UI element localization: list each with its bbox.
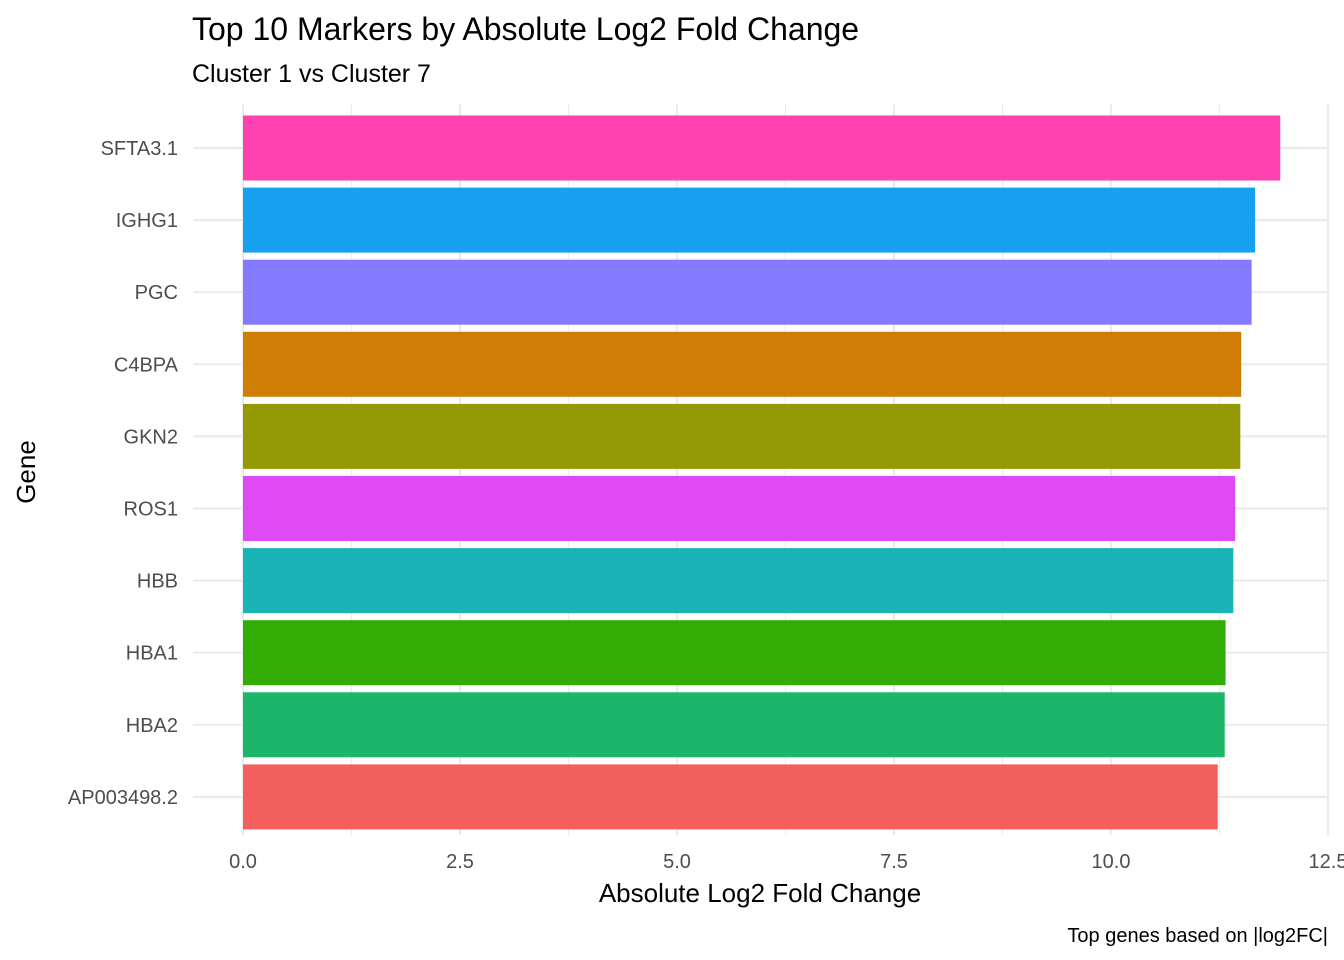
x-axis-title: Absolute Log2 Fold Change xyxy=(599,878,921,908)
y-tick-label: HBA2 xyxy=(126,715,178,737)
y-tick-label: HBB xyxy=(137,571,178,593)
bar-c4bpa xyxy=(243,331,1242,397)
x-tick-label: 12.5 xyxy=(1309,851,1344,873)
y-tick-label: AP003498.2 xyxy=(68,787,178,809)
x-tick-label: 10.0 xyxy=(1092,851,1131,873)
y-tick-label: PGC xyxy=(135,282,178,304)
x-tick-label: 5.0 xyxy=(663,851,691,873)
x-axis-tick-labels: 0.0 2.5 5.0 7.5 10.0 12.5 xyxy=(229,851,1344,873)
y-tick-label: HBA1 xyxy=(126,643,178,665)
bar-hba2 xyxy=(243,692,1225,758)
bar-ros1 xyxy=(243,476,1236,541)
y-axis-title: Gene xyxy=(11,440,41,504)
x-tick-label: 2.5 xyxy=(446,851,474,873)
x-tick-label: 7.5 xyxy=(880,851,908,873)
bar-pgc xyxy=(243,259,1252,325)
bar-ap003498-2 xyxy=(243,764,1218,830)
bar-gkn2 xyxy=(243,403,1241,469)
chart-title: Top 10 Markers by Absolute Log2 Fold Cha… xyxy=(192,11,859,47)
plot-bars xyxy=(243,115,1281,830)
y-tick-label: GKN2 xyxy=(124,426,178,448)
y-tick-label: IGHG1 xyxy=(116,210,178,232)
bar-sfta3-1 xyxy=(243,115,1281,181)
y-axis-tick-labels: SFTA3.1 IGHG1 PGC C4BPA GKN2 ROS1 HBB HBA1 HBA2 A… xyxy=(68,138,179,809)
chart-subtitle: Cluster 1 vs Cluster 7 xyxy=(192,60,431,88)
y-tick-label: SFTA3.1 xyxy=(101,138,178,160)
bar-hba1 xyxy=(243,620,1226,686)
y-tick-label: ROS1 xyxy=(124,499,178,521)
x-tick-label: 0.0 xyxy=(229,851,257,873)
chart-caption: Top genes based on |log2FC| xyxy=(1067,925,1328,947)
bar-ighg1 xyxy=(243,187,1256,253)
bar-hbb xyxy=(243,548,1234,614)
y-tick-label: C4BPA xyxy=(114,354,179,376)
